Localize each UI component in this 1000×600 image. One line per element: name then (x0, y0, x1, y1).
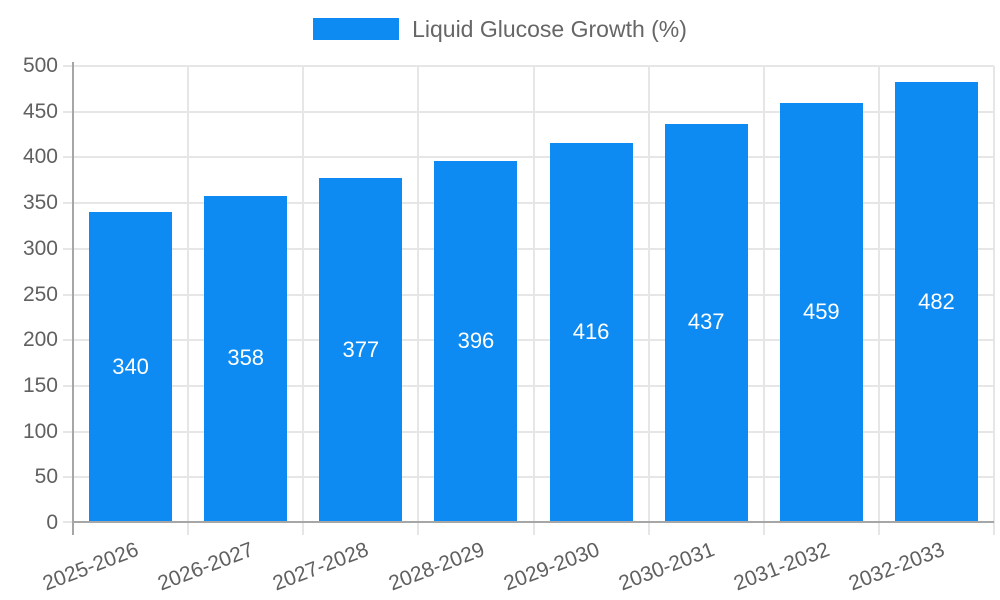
y-axis-tick-label: 0 (46, 511, 58, 534)
bar[interactable]: 482 (894, 82, 978, 521)
bar-value-label: 482 (918, 288, 955, 314)
y-axis-tick-label: 200 (22, 328, 58, 352)
y-axis-tick-label: 500 (22, 54, 58, 77)
x-gridline (993, 66, 995, 535)
y-gridline (63, 110, 994, 113)
x-axis-tick-label: 2031-2032 (730, 538, 833, 596)
bar[interactable]: 416 (549, 142, 633, 521)
y-gridline (63, 293, 994, 296)
bar[interactable]: 358 (204, 195, 288, 521)
x-gridline (762, 66, 765, 535)
x-gridline (647, 66, 650, 535)
legend[interactable]: Liquid Glucose Growth (%) (0, 15, 1000, 43)
y-axis-tick-label: 150 (22, 373, 58, 397)
bar-value-label: 459 (802, 299, 840, 325)
legend-label: Liquid Glucose Growth (%) (412, 16, 687, 42)
y-gridline (63, 430, 994, 433)
bar-value-label: 416 (572, 318, 610, 344)
y-gridline (63, 476, 994, 479)
y-gridline (63, 339, 994, 342)
bar-value-label: 396 (457, 328, 495, 354)
y-axis-line (72, 62, 74, 535)
y-gridline (63, 202, 994, 205)
x-axis-tick-label: 2030-2031 (615, 538, 718, 596)
bar-value-label: 377 (342, 336, 380, 362)
x-gridline (532, 66, 535, 535)
bar-value-label: 437 (687, 309, 725, 335)
y-axis-zero-tick (63, 521, 73, 523)
legend-swatch (313, 18, 400, 40)
x-axis-tick-label: 2027-2028 (270, 538, 373, 596)
x-gridline (302, 66, 305, 535)
x-gridline (187, 66, 190, 535)
x-axis-tick-label: 2026-2027 (154, 538, 257, 596)
y-axis-tick-label: 350 (22, 191, 58, 215)
y-axis-tick-label: 400 (22, 145, 58, 169)
bar[interactable]: 437 (664, 123, 748, 521)
x-gridline (877, 66, 880, 535)
x-axis-tick-label: 2028-2029 (385, 538, 488, 596)
bar[interactable]: 340 (89, 212, 173, 521)
y-axis-tick-label: 300 (22, 236, 58, 260)
bar[interactable]: 459 (779, 103, 863, 521)
y-gridline (63, 247, 994, 250)
y-axis-tick-label: 450 (22, 99, 58, 123)
bar-value-label: 340 (112, 353, 149, 379)
bar[interactable]: 396 (434, 161, 518, 521)
x-gridline (417, 66, 420, 535)
y-gridline (63, 65, 994, 67)
y-axis-tick-label: 250 (22, 282, 58, 306)
y-gridline (63, 156, 994, 159)
x-axis-tick-label: 2032-2033 (845, 538, 948, 596)
x-axis-line (72, 521, 994, 523)
bar-value-label: 358 (227, 345, 265, 371)
y-axis-tick-label: 100 (22, 419, 58, 443)
x-axis-tick-label: 2025-2026 (39, 538, 142, 596)
bar[interactable]: 377 (319, 178, 403, 521)
y-gridline (63, 384, 994, 387)
x-axis-tick-label: 2029-2030 (500, 538, 603, 596)
y-axis-tick-label: 50 (34, 465, 58, 489)
